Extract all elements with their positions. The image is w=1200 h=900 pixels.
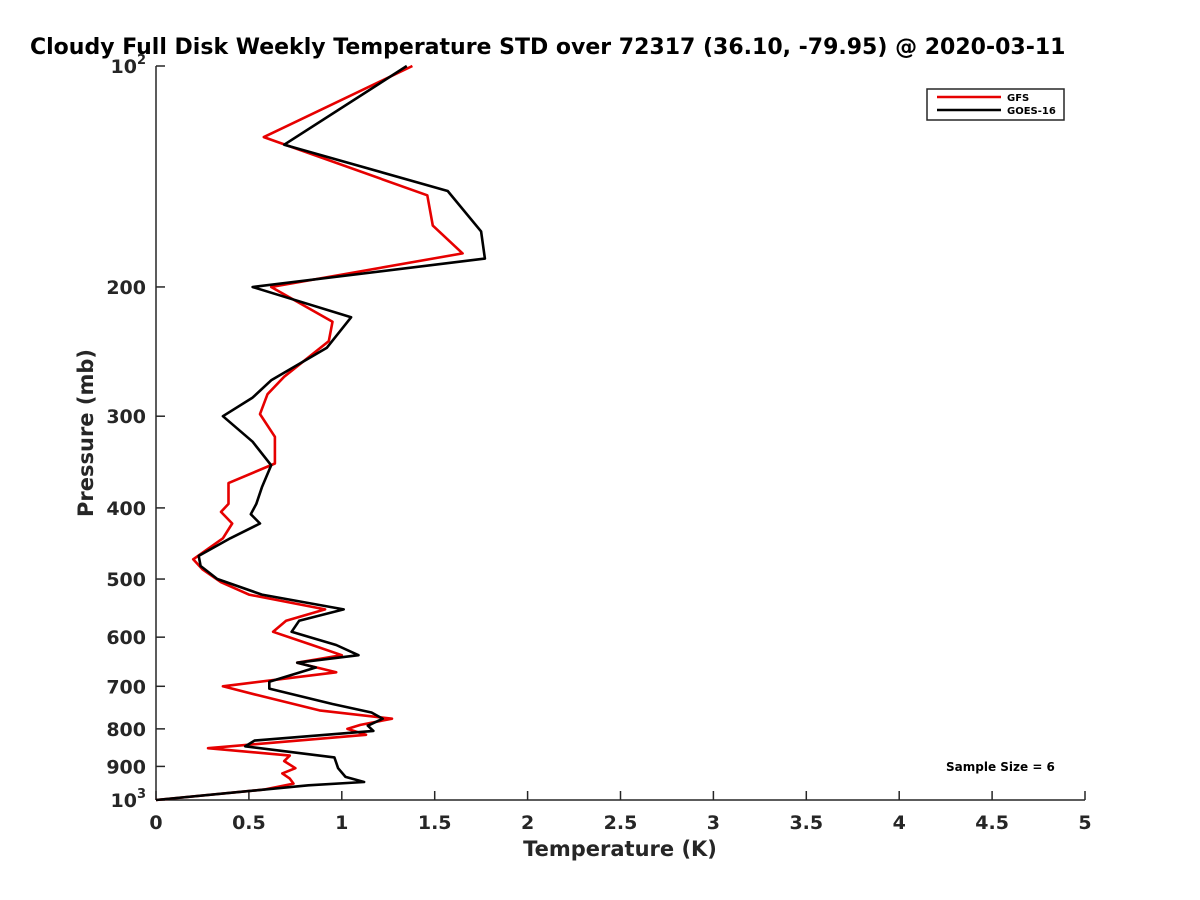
legend-label-goes-16: GOES-16	[1007, 106, 1056, 117]
x-tick-label: 4.5	[975, 812, 1009, 834]
y-tick-label: 200	[106, 277, 146, 299]
x-tick-label: 2	[521, 812, 534, 834]
y-tick-label: 103	[111, 787, 147, 812]
x-tick-label: 0	[149, 812, 162, 834]
y-tick-label-exponent: 2	[137, 53, 146, 68]
y-tick-label: 900	[106, 756, 146, 778]
y-tick-label: 600	[106, 627, 146, 649]
x-ticks: 0 0.5 1 1.5 2 2.5 3 3.5 4 4.5 5	[149, 791, 1092, 834]
x-tick-label: 5	[1078, 812, 1091, 834]
legend: GFS GOES-16	[926, 88, 1065, 121]
y-tick-label: 500	[106, 569, 146, 591]
y-tick-label: 102	[111, 53, 147, 78]
x-tick-label: 2.5	[604, 812, 638, 834]
x-tick-label: 3.5	[789, 812, 823, 834]
y-axis-label: Pressure (mb)	[74, 349, 98, 517]
x-tick-label: 3	[707, 812, 720, 834]
sample-size-annotation: Sample Size = 6	[946, 760, 1055, 774]
x-tick-label: 1	[335, 812, 348, 834]
x-axis-label: Temperature (K)	[523, 837, 717, 861]
series-layer	[155, 64, 487, 802]
chart-title: Cloudy Full Disk Weekly Temperature STD …	[30, 35, 1065, 60]
x-tick-label: 1.5	[418, 812, 452, 834]
y-tick-label: 800	[106, 719, 146, 741]
x-tick-label: 4	[893, 812, 906, 834]
x-tick-label: 0.5	[232, 812, 266, 834]
y-tick-label: 700	[106, 676, 146, 698]
legend-label-gfs: GFS	[1007, 93, 1029, 104]
series-line-goes-16	[155, 64, 487, 802]
legend-items: GFS GOES-16	[937, 93, 1056, 117]
y-tick-label-base: 10	[111, 56, 137, 78]
y-tick-label-exponent: 3	[137, 787, 146, 802]
legend-box	[926, 88, 1065, 121]
y-tick-label: 400	[106, 498, 146, 520]
y-tick-label: 300	[106, 406, 146, 428]
series-line-gfs	[155, 64, 464, 802]
y-tick-label-base: 10	[111, 790, 137, 812]
